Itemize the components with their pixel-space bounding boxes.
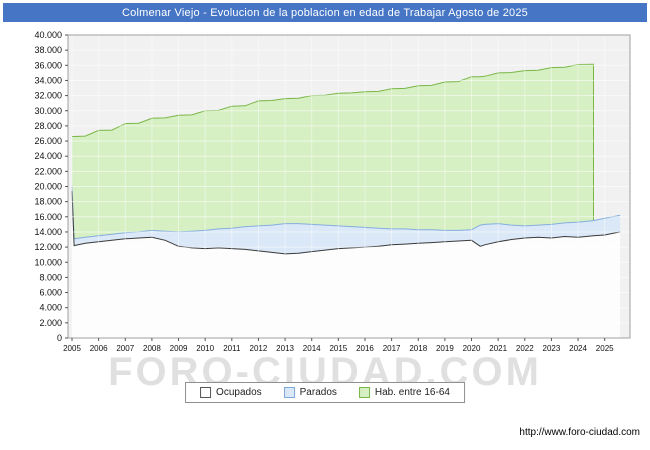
x-tick-label: 2021: [489, 344, 507, 353]
x-tick-label: 2022: [516, 344, 534, 353]
y-tick-label: 10.000: [34, 257, 62, 267]
legend-label-ocupados: Ocupados: [216, 387, 262, 398]
x-tick-label: 2006: [90, 344, 108, 353]
y-tick-label: 36.000: [34, 60, 62, 70]
x-tick-label: 2020: [463, 344, 481, 353]
ocupados-swatch-icon: [200, 387, 212, 398]
y-tick-label: 2.000: [39, 318, 62, 328]
x-tick-label: 2025: [596, 344, 614, 353]
area-ocupados: [72, 191, 621, 338]
y-tick-label: 14.000: [34, 227, 62, 237]
x-tick-label: 2013: [276, 344, 294, 353]
x-axis: 2005 2006 2007 2008 2009 2010 2011 2012 2013 2014…: [63, 338, 614, 353]
y-tick-label: 12.000: [34, 242, 62, 252]
x-tick-label: 2016: [356, 344, 374, 353]
x-tick-label: 2015: [329, 344, 347, 353]
y-tick-label: 20.000: [34, 182, 62, 192]
chart-legend: Ocupados Parados Hab. entre 16-64: [185, 382, 465, 403]
hab-16-64-swatch-icon: [358, 387, 370, 398]
y-tick-label: 38.000: [34, 45, 62, 55]
x-tick-label: 2008: [143, 344, 161, 353]
x-tick-label: 2023: [543, 344, 561, 353]
legend-label-parados: Parados: [299, 387, 337, 398]
parados-swatch-icon: [283, 387, 295, 398]
y-axis: 0 2.000 4.000 6.000 8.000 10.000 12.000 14.000 1…: [34, 30, 68, 343]
x-tick-label: 2005: [63, 344, 81, 353]
line-ocupados: [71, 190, 621, 255]
legend-label-hab-16-64: Hab. entre 16-64: [374, 387, 450, 398]
x-tick-label: 2024: [569, 344, 587, 353]
x-tick-label: 2018: [409, 344, 427, 353]
x-tick-label: 2014: [303, 344, 321, 353]
line-hab-16-64: [72, 63, 594, 338]
legend-item-ocupados: Ocupados: [200, 387, 262, 398]
x-tick-label: 2009: [170, 344, 188, 353]
x-tick-label: 2017: [383, 344, 401, 353]
chart-title-bar: Colmenar Viejo - Evolucion de la poblaci…: [3, 3, 647, 22]
y-tick-label: 18.000: [34, 197, 62, 207]
y-tick-label: 4.000: [39, 303, 62, 313]
line-parados: [71, 185, 621, 240]
legend-item-parados: Parados: [283, 387, 337, 398]
y-tick-label: 30.000: [34, 106, 62, 116]
y-tick-label: 16.000: [34, 212, 62, 222]
y-tick-label: 8.000: [39, 272, 62, 282]
y-tick-label: 6.000: [39, 288, 62, 298]
y-tick-label: 28.000: [34, 121, 62, 131]
y-tick-label: 26.000: [34, 136, 62, 146]
gridlines: [68, 34, 630, 339]
x-tick-label: 2012: [250, 344, 268, 353]
y-tick-label: 32.000: [34, 91, 62, 101]
x-tick-label: 2011: [223, 344, 241, 353]
legend-item-hab-16-64: Hab. entre 16-64: [358, 387, 450, 398]
y-tick-label: 24.000: [34, 151, 62, 161]
y-tick-label: 22.000: [34, 166, 62, 176]
foro-ciudad-link[interactable]: http://www.foro-ciudad.com: [519, 427, 640, 438]
x-tick-label: 2019: [436, 344, 454, 353]
x-tick-label: 2007: [116, 344, 134, 353]
y-tick-label: 0: [57, 333, 62, 343]
x-tick-label: 2010: [196, 344, 214, 353]
y-tick-label: 34.000: [34, 75, 62, 85]
y-tick-label: 40.000: [34, 30, 62, 40]
